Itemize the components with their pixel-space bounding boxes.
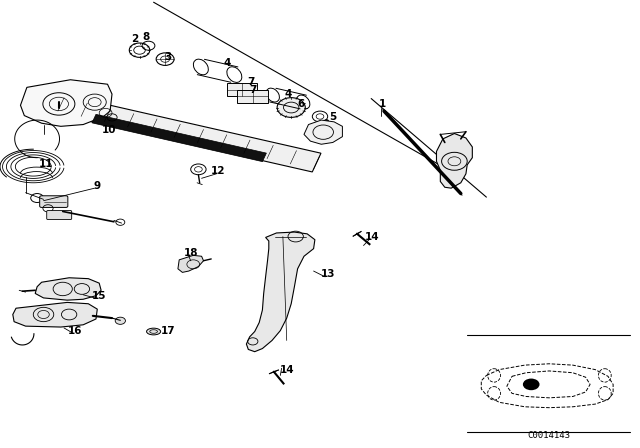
Text: 3: 3 — [164, 52, 172, 62]
Polygon shape — [20, 80, 112, 126]
Text: 14: 14 — [365, 232, 380, 241]
Text: 10: 10 — [102, 125, 116, 135]
Text: 13: 13 — [321, 269, 335, 279]
Text: 16: 16 — [68, 326, 83, 336]
Polygon shape — [99, 107, 114, 119]
Text: 17: 17 — [161, 326, 175, 336]
FancyBboxPatch shape — [47, 211, 72, 220]
Circle shape — [324, 119, 329, 123]
Polygon shape — [56, 95, 321, 172]
Polygon shape — [178, 255, 204, 272]
Polygon shape — [13, 302, 97, 327]
Text: 4: 4 — [223, 58, 231, 68]
Ellipse shape — [147, 328, 161, 335]
Polygon shape — [304, 120, 342, 144]
Polygon shape — [35, 278, 101, 300]
Text: 18: 18 — [184, 248, 198, 258]
Polygon shape — [92, 114, 266, 162]
Text: C0014143: C0014143 — [527, 431, 571, 440]
Polygon shape — [436, 134, 472, 188]
Text: 15: 15 — [92, 291, 106, 301]
Circle shape — [277, 98, 305, 117]
Text: 7: 7 — [247, 77, 255, 86]
Bar — [314, 122, 330, 130]
Circle shape — [115, 317, 125, 324]
Text: 7: 7 — [249, 86, 257, 95]
Text: 6: 6 — [297, 99, 305, 109]
Text: 5: 5 — [329, 112, 337, 122]
Bar — [227, 83, 257, 96]
Text: 1: 1 — [378, 99, 386, 109]
Text: 2: 2 — [131, 34, 138, 44]
Text: 4: 4 — [284, 89, 292, 99]
Text: 14: 14 — [280, 365, 294, 375]
FancyBboxPatch shape — [40, 196, 68, 207]
Text: 9: 9 — [93, 181, 101, 191]
Bar — [237, 90, 268, 103]
Text: 11: 11 — [39, 159, 53, 168]
Polygon shape — [246, 232, 315, 352]
Text: 8: 8 — [142, 32, 150, 42]
Text: 12: 12 — [211, 166, 225, 176]
Circle shape — [523, 379, 540, 390]
